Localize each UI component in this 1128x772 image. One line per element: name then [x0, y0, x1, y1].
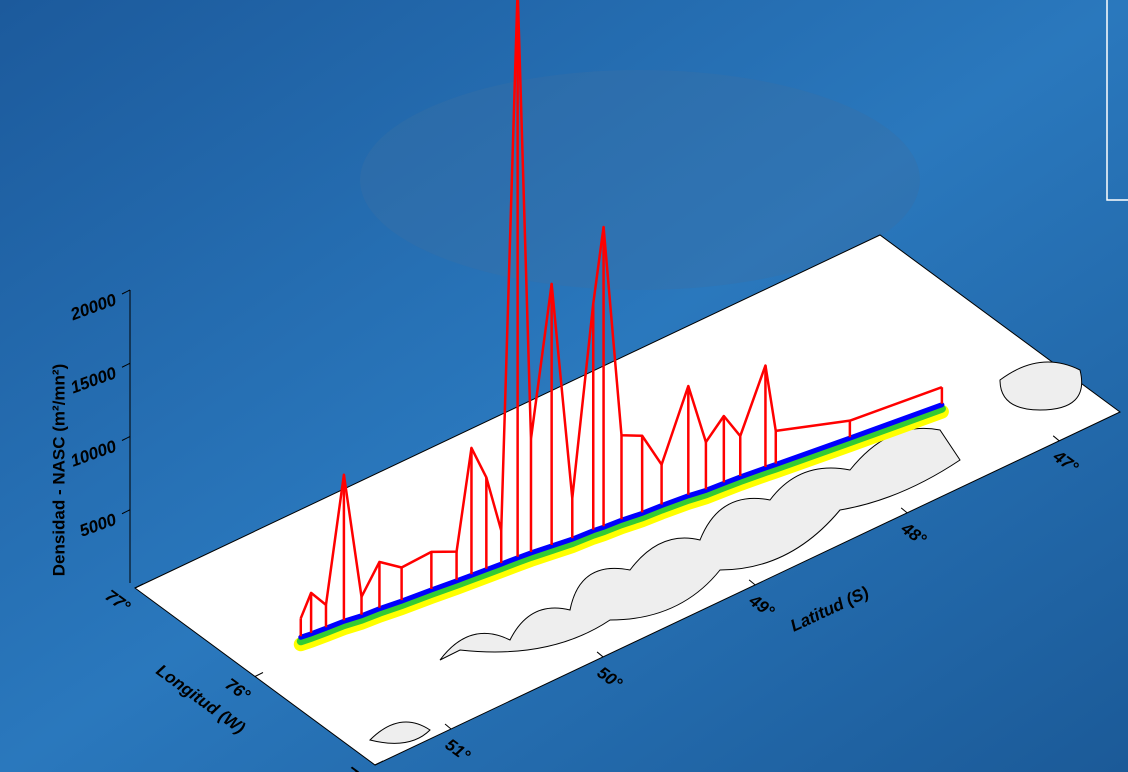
- legend-box: [1106, 0, 1128, 201]
- y-tick: [254, 672, 264, 677]
- track-band: [296, 404, 946, 646]
- z-tick: [121, 362, 131, 368]
- density-profile: [299, 0, 943, 619]
- x-tick: [596, 651, 604, 658]
- y-tick: [134, 583, 144, 589]
- y-tick-label: 75°: [342, 763, 374, 772]
- x-tick: [748, 579, 756, 586]
- x-tick: [900, 507, 908, 514]
- floor: [134, 234, 1121, 766]
- z-tick: [121, 289, 131, 295]
- x-tick: [1052, 435, 1060, 442]
- track-band: [298, 402, 945, 640]
- z-axis-label: Densidad - NASC (m²/mn²): [49, 364, 68, 577]
- background-shade: [360, 70, 920, 290]
- coastline: [439, 427, 961, 661]
- y-tick: [374, 760, 384, 766]
- coastline: [369, 361, 1082, 744]
- x-tick: [444, 723, 452, 730]
- z-tick: [121, 436, 131, 441]
- z-tick: [121, 509, 131, 515]
